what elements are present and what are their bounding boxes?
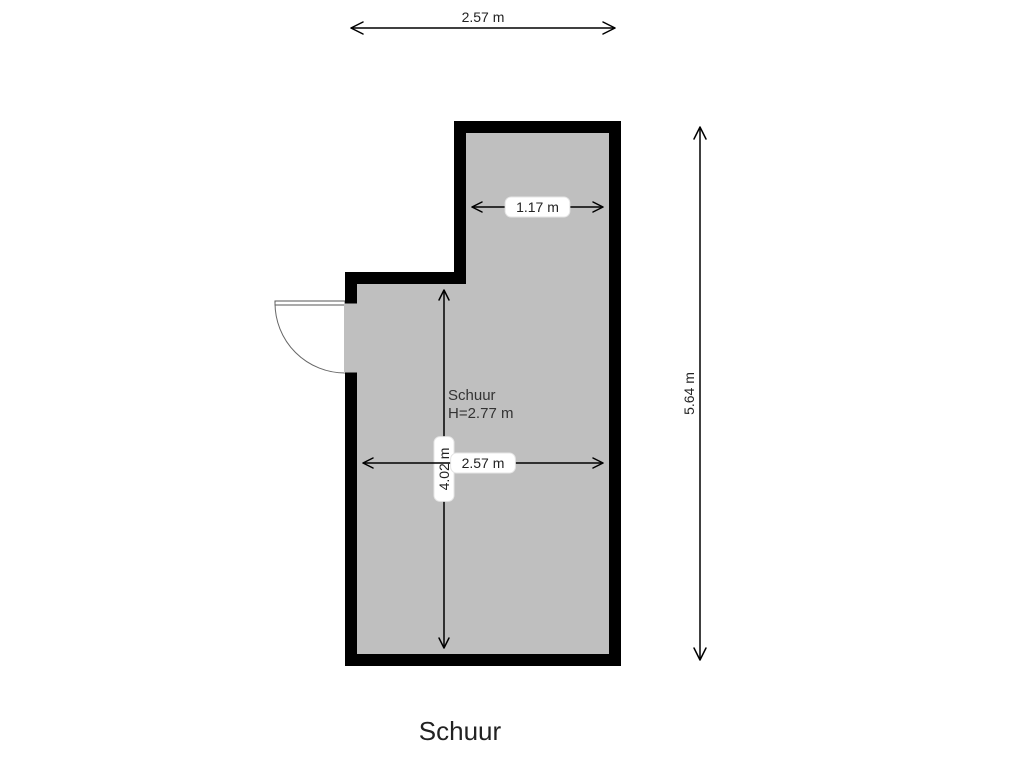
- room-height-label: H=2.77 m: [448, 405, 513, 422]
- floor-plan: 1.17 m4.02 m2.57 m 2.57 m5.64 m SchuurH=…: [0, 0, 1024, 768]
- plan-title: Schuur: [419, 716, 502, 746]
- door: [275, 301, 345, 373]
- svg-text:1.17 m: 1.17 m: [516, 199, 559, 215]
- svg-text:2.57 m: 2.57 m: [462, 455, 505, 471]
- room-name: Schuur: [448, 387, 496, 404]
- svg-text:2.57 m: 2.57 m: [462, 9, 505, 25]
- svg-text:5.64 m: 5.64 m: [681, 372, 697, 415]
- svg-text:4.02 m: 4.02 m: [436, 448, 452, 491]
